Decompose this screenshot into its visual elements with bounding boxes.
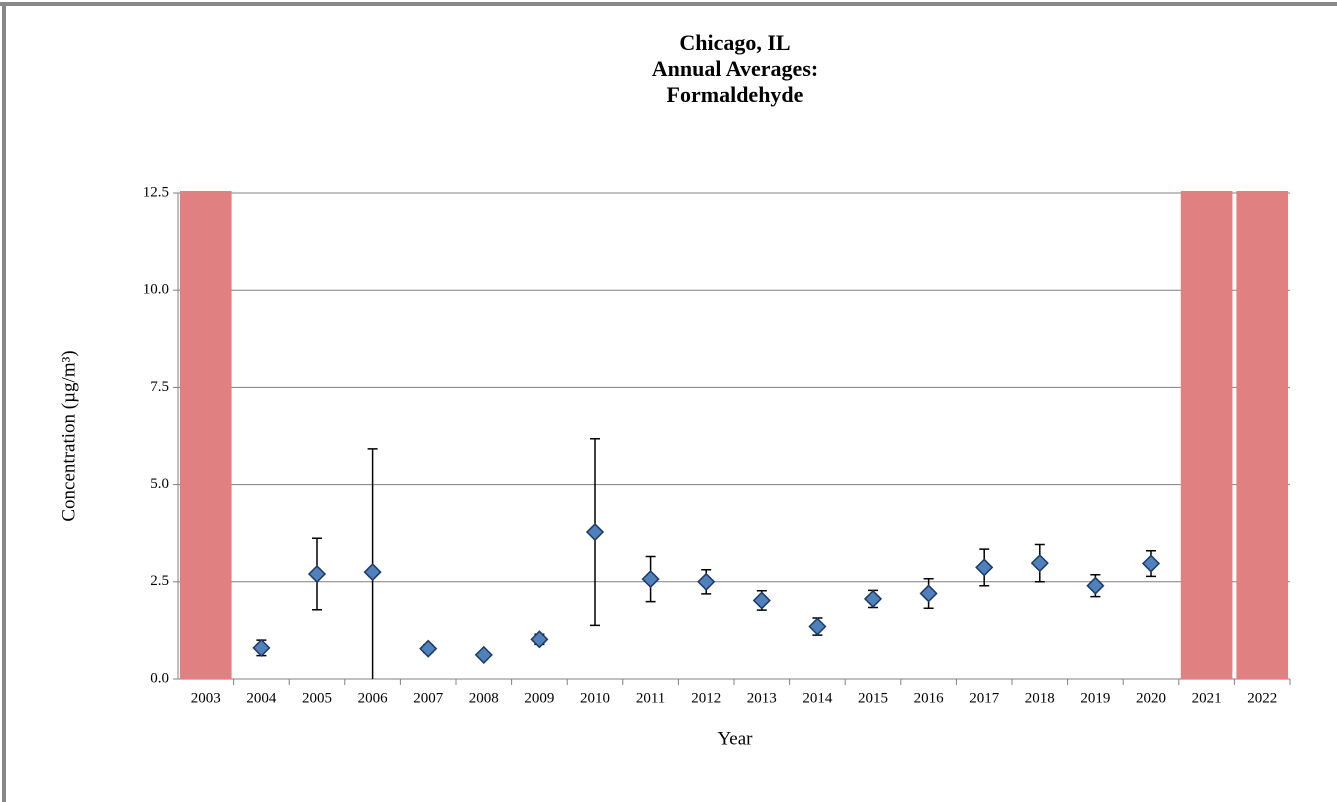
no-data-bar [1180,191,1233,679]
data-point [752,591,771,610]
data-point [641,570,660,589]
y-tick-label: 0.0 [150,670,169,686]
data-point [363,563,382,582]
x-tick-label: 2010 [580,690,610,706]
x-tick-label: 2006 [358,690,389,706]
chart-title: Chicago, IL [679,30,790,55]
data-point [307,564,327,584]
y-tick-label: 5.0 [150,476,169,492]
x-tick-label: 2003 [191,690,221,706]
x-tick-label: 2019 [1080,690,1110,706]
y-tick-label: 12.5 [143,184,169,200]
data-point [585,522,605,542]
no-data-bar [180,191,232,679]
x-tick-label: 2022 [1247,690,1277,706]
x-tick-label: 2018 [1025,690,1055,706]
x-tick-label: 2011 [636,690,665,706]
x-tick-label: 2017 [969,690,1000,706]
x-axis-title: Year [717,728,753,749]
data-point [808,617,827,636]
y-axis-title: Concentration (µg/m³) [58,350,79,521]
x-tick-label: 2008 [469,690,499,706]
x-tick-label: 2020 [1136,690,1166,706]
x-tick-label: 2014 [802,690,833,706]
data-point [1086,576,1105,595]
x-tick-label: 2015 [858,690,888,706]
x-tick-label: 2009 [524,690,554,706]
data-point [252,638,271,657]
x-tick-label: 2016 [914,690,945,706]
plot-area [252,437,1161,679]
data-point [975,558,994,577]
data-point [530,630,549,649]
data-point [919,584,938,603]
chart-title: Annual Averages: [652,56,818,81]
x-tick-label: 2004 [246,690,277,706]
no-data-bar [1236,191,1288,679]
data-point [419,639,438,658]
chart-title: Formaldehyde [667,82,804,107]
x-tick-label: 2021 [1192,690,1222,706]
data-point [474,645,493,664]
x-tick-label: 2013 [747,690,777,706]
y-tick-label: 2.5 [150,573,169,589]
data-point [863,589,883,608]
y-tick-label: 7.5 [150,379,169,395]
data-point [1030,554,1049,573]
x-tick-label: 2005 [302,690,332,706]
x-tick-label: 2012 [691,690,721,706]
data-point [1141,554,1161,573]
y-tick-label: 10.0 [143,282,169,298]
x-tick-label: 2007 [413,690,444,706]
data-point [697,572,716,591]
